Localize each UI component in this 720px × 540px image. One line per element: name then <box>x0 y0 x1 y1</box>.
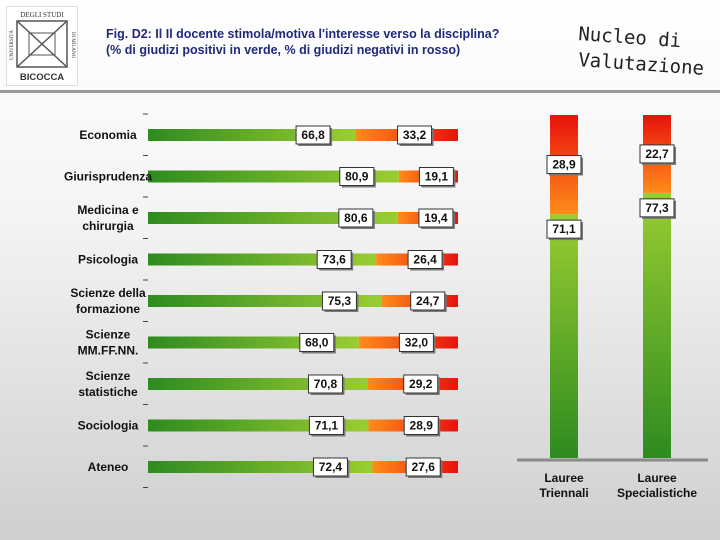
negative-value-label: 26,4 <box>413 253 437 267</box>
positive-bar <box>148 212 398 224</box>
negative-value-label-box <box>410 291 446 311</box>
positive-value-label-box <box>299 333 335 352</box>
positive-value-label-box <box>295 125 331 145</box>
negative-value-label-box <box>403 416 439 435</box>
positive-column <box>550 214 578 458</box>
logo-text-bottom: BICOCCA <box>20 72 64 83</box>
column-category-label: Specialistiche <box>617 486 697 500</box>
column-category-label: Triennali <box>539 486 588 500</box>
negative-value-label-box <box>418 208 454 228</box>
positive-value-label-box <box>546 219 582 239</box>
negative-value-label: 28,9 <box>410 419 434 433</box>
logo-text-top: DEGLI STUDI <box>20 11 64 19</box>
positive-value-label: 80,6 <box>344 211 368 225</box>
positive-value-label-box <box>316 250 352 269</box>
category-label: Ateneo <box>88 460 129 474</box>
header-rule <box>0 90 720 93</box>
positive-value-label: 77,3 <box>645 201 669 215</box>
negative-value-label: 19,4 <box>424 211 448 225</box>
positive-value-label-box <box>312 457 348 477</box>
positive-value-label: 71,1 <box>552 222 576 236</box>
negative-value-label: 19,1 <box>425 170 449 184</box>
negative-value-label: 33,2 <box>403 128 427 142</box>
category-label: Scienze <box>86 369 131 383</box>
positive-value-label: 68,0 <box>305 336 329 350</box>
category-label: chirurgia <box>82 219 134 233</box>
column-category-label: Lauree <box>637 471 677 485</box>
positive-bar <box>148 170 399 183</box>
degree-type-bar-chart: 71,128,9LaureeTriennali77,322,7LaureeSpe… <box>517 115 708 500</box>
figure-title-line-2: (% di giudizi positivi in verde, % di gi… <box>106 43 461 57</box>
negative-value-label: 27,6 <box>412 460 436 474</box>
figure-title: Fig. D2: Il Il docente stimola/motiva l'… <box>106 26 566 58</box>
positive-value-label-box <box>307 374 343 394</box>
category-label: Giurisprudenza <box>64 170 152 184</box>
negative-value-label: 29,2 <box>409 377 433 391</box>
positive-value-label-box <box>339 167 375 186</box>
category-label: formazione <box>76 302 140 316</box>
positive-value-label: 73,6 <box>322 253 346 267</box>
negative-value-label: 28,9 <box>552 158 576 172</box>
category-label: Economia <box>79 128 137 142</box>
column-category-label: Lauree <box>544 471 584 485</box>
negative-value-label-box <box>405 457 441 477</box>
category-label: MM.FF.NN. <box>78 344 139 358</box>
positive-value-label: 72,4 <box>319 460 343 474</box>
negative-value-label-box <box>398 333 434 352</box>
category-label: Medicina e <box>77 203 139 217</box>
positive-value-label: 70,8 <box>314 377 338 391</box>
positive-value-label-box <box>639 198 675 218</box>
category-label: Scienze <box>86 328 131 342</box>
positive-value-label: 80,9 <box>345 170 369 184</box>
category-label: Scienze della <box>70 286 146 300</box>
logo-text-right: DI MILANO <box>70 32 75 59</box>
positive-value-label: 66,8 <box>301 128 325 142</box>
negative-value-label: 22,7 <box>645 147 669 161</box>
negative-value-label-box <box>407 250 443 269</box>
positive-value-label-box <box>321 291 357 311</box>
positive-value-label-box <box>308 416 344 435</box>
faculty-bar-chart: Economia 66,8 33,2 Giurisprudenza 80,9 19,1 Me… <box>64 113 458 488</box>
university-logo: DEGLI STUDI UNIVERSITÀ DI MILANO BICOCCA <box>6 6 78 86</box>
logo-text-left: UNIVERSITÀ <box>9 30 15 60</box>
positive-value-label-box <box>338 208 374 228</box>
negative-value-label-box <box>403 374 439 394</box>
category-label: statistiche <box>78 385 138 399</box>
category-label: Sociologia <box>78 419 139 433</box>
category-label: Psicologia <box>78 253 138 267</box>
nucleo-di-valutazione-brand: Nucleo di Valutazione <box>578 23 705 80</box>
bicocca-logo-icon: DEGLI STUDI UNIVERSITÀ DI MILANO BICOCCA <box>9 11 75 83</box>
negative-value-label-box <box>639 144 675 164</box>
positive-column <box>643 192 671 458</box>
figure-title-line-1: Fig. D2: Il Il docente stimola/motiva l'… <box>106 27 500 41</box>
negative-value-label-box <box>397 125 433 145</box>
negative-value-label-box <box>546 155 582 175</box>
negative-value-label: 24,7 <box>416 294 440 308</box>
negative-value-label-box <box>418 167 454 186</box>
negative-value-label: 32,0 <box>405 336 429 350</box>
positive-value-label: 75,3 <box>328 294 352 308</box>
positive-value-label: 71,1 <box>315 419 339 433</box>
